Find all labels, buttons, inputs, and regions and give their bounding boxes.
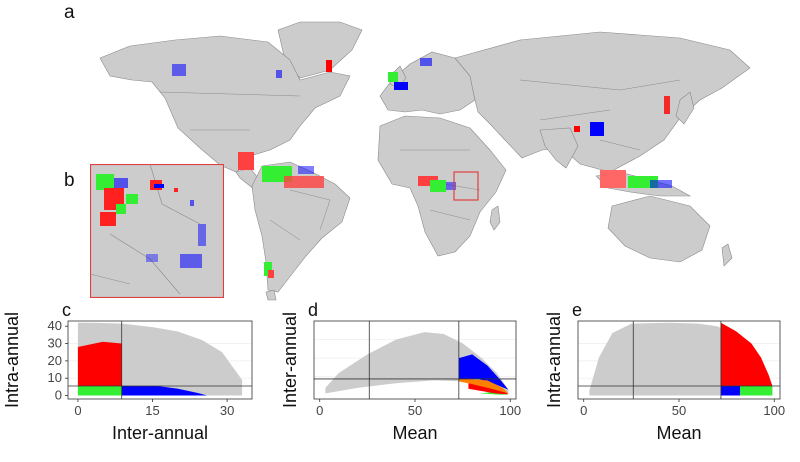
- panel-label-b: b: [64, 170, 75, 191]
- map-highlights: [172, 58, 672, 278]
- highlight-amazon-blue: [298, 166, 314, 174]
- highlight-africa-green: [430, 180, 446, 192]
- plot-frame-c: [67, 320, 253, 400]
- world-map: [99, 21, 751, 301]
- australia: [607, 195, 711, 263]
- panel-label-c: c: [62, 300, 71, 320]
- panel-label-d: d: [308, 300, 318, 320]
- x-tick-label: 0: [316, 403, 323, 418]
- india: [539, 127, 579, 169]
- x-tick-label: 0: [580, 403, 587, 418]
- highlight-africa-red: [418, 176, 438, 186]
- highlight-china-red: [574, 126, 580, 132]
- x-tick-label: 0: [74, 403, 81, 418]
- highlight-chile-green: [264, 262, 272, 276]
- highlight-canada-blue: [276, 70, 282, 78]
- highlight-norway-blue: [420, 58, 432, 66]
- y-tick-label: 20: [48, 353, 62, 368]
- highlight-canada-red: [326, 60, 332, 72]
- region-blue-e: [720, 386, 740, 396]
- north-america: [99, 35, 351, 173]
- x-tick-label: 100: [763, 403, 785, 418]
- inset-map: [90, 164, 224, 298]
- x-tick-label: 100: [499, 403, 521, 418]
- panel-label-e: e: [572, 300, 582, 320]
- x-axis-title-d: Mean: [392, 423, 437, 443]
- highlight-se-asia-blue: [650, 180, 672, 188]
- region-green-c: [77, 386, 122, 396]
- chart-d-svg: d 0 50 100 Mean Inter-annual: [280, 300, 521, 443]
- x-tick-label: 50: [408, 403, 422, 418]
- inset-highlights: [96, 174, 206, 268]
- y-tick-label: 0: [55, 388, 62, 403]
- highlight-chile-red: [268, 270, 274, 278]
- region-blue-c: [121, 386, 208, 396]
- madagascar: [489, 205, 501, 231]
- antarctica-tip: [265, 289, 277, 301]
- highlight-amazon-red: [284, 176, 324, 188]
- chart-panel-e: e 0 50 100 Mean Intra-annual: [530, 300, 800, 457]
- chart-panel-c: c 0 15 30 0 10 20 30 40 Inter-annual Intra-annual: [0, 300, 270, 457]
- highlight-alaska-blue: [172, 64, 186, 76]
- y-axis-title-e: Intra-annual: [544, 312, 564, 408]
- inset-source-frame: [453, 171, 479, 201]
- highlight-japan-red: [664, 96, 670, 114]
- y-tick-label: 30: [48, 336, 62, 351]
- region-orange-d: [458, 378, 509, 394]
- panel-label-a: a: [64, 2, 75, 23]
- y-axis-title-c: Intra-annual: [2, 312, 22, 408]
- x-tick-label: 15: [145, 403, 159, 418]
- japan: [675, 91, 695, 125]
- y-tick-label: 40: [48, 318, 62, 333]
- highlight-africa-blue: [446, 182, 456, 190]
- chart-panel-d: d 0 50 100 Mean Inter-annual: [264, 300, 534, 457]
- highlight-uk-green: [388, 72, 398, 82]
- chart-e-svg: e 0 50 100 Mean Intra-annual: [544, 300, 785, 443]
- x-tick-label: 30: [220, 403, 234, 418]
- x-tick-label: 50: [672, 403, 686, 418]
- chart-c-svg: c 0 15 30 0 10 20 30 40 Inter-annual Intra-annual: [2, 300, 253, 443]
- highlight-central-america-red: [238, 152, 254, 170]
- y-tick-label: 10: [48, 370, 62, 385]
- highlight-uk-blue: [394, 82, 408, 90]
- asia: [454, 31, 751, 173]
- x-axis-title-c: Inter-annual: [112, 423, 208, 443]
- region-red-e: [720, 322, 773, 386]
- y-axis-title-d: Inter-annual: [280, 312, 300, 408]
- new-zealand: [721, 243, 733, 267]
- x-axis-title-e: Mean: [656, 423, 701, 443]
- highlight-se-asia-red: [600, 170, 626, 188]
- region-blue-d: [458, 354, 509, 390]
- highlight-china-blue: [590, 122, 604, 136]
- region-red-c: [77, 341, 122, 386]
